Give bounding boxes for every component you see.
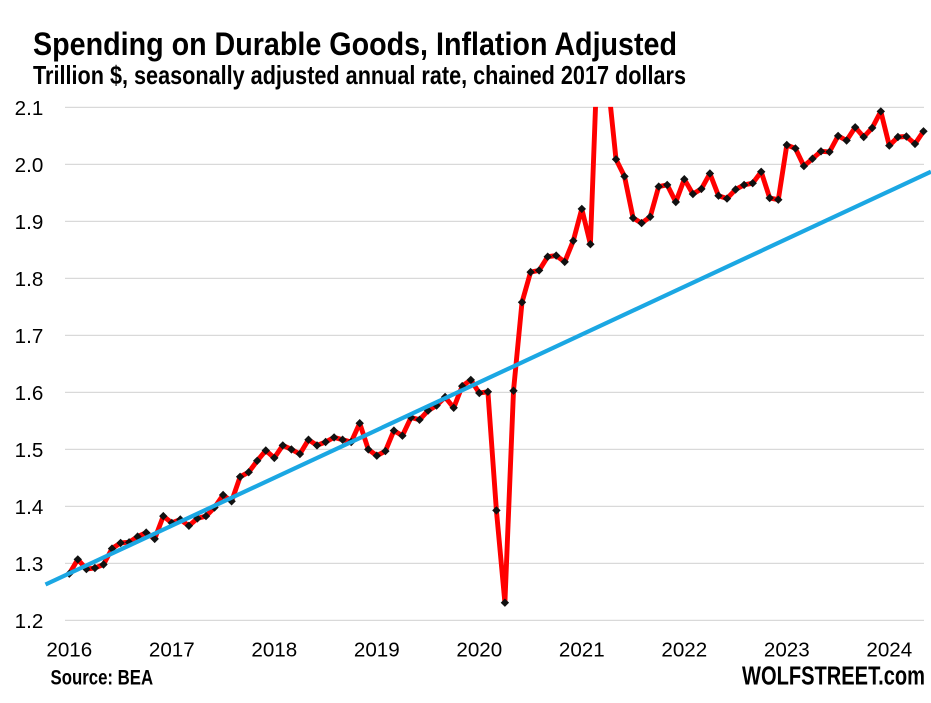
svg-text:2024: 2024 xyxy=(866,639,912,662)
svg-text:1.6: 1.6 xyxy=(15,382,44,405)
svg-text:2018: 2018 xyxy=(251,639,297,662)
svg-text:WOLFSTREET.com: WOLFSTREET.com xyxy=(742,663,925,691)
svg-text:2.0: 2.0 xyxy=(15,154,44,177)
svg-text:Spending on Durable Goods, Inf: Spending on Durable Goods, Inflation Adj… xyxy=(33,26,677,62)
svg-text:2020: 2020 xyxy=(456,639,502,662)
svg-text:1.3: 1.3 xyxy=(15,553,44,576)
svg-text:2016: 2016 xyxy=(46,639,92,662)
svg-text:2023: 2023 xyxy=(764,639,810,662)
svg-text:1.7: 1.7 xyxy=(15,325,44,348)
svg-text:1.2: 1.2 xyxy=(15,610,44,633)
svg-text:Source: BEA: Source: BEA xyxy=(51,666,154,689)
svg-text:2017: 2017 xyxy=(149,639,195,662)
svg-text:2019: 2019 xyxy=(354,639,400,662)
svg-text:2022: 2022 xyxy=(661,639,707,662)
svg-text:2021: 2021 xyxy=(559,639,605,662)
svg-text:1.8: 1.8 xyxy=(15,268,44,291)
svg-text:2.1: 2.1 xyxy=(15,97,44,120)
svg-text:1.5: 1.5 xyxy=(15,439,44,462)
svg-text:1.4: 1.4 xyxy=(15,496,44,519)
svg-text:1.9: 1.9 xyxy=(15,211,44,234)
svg-text:Trillion $, seasonally adjuste: Trillion $, seasonally adjusted annual r… xyxy=(33,60,686,90)
